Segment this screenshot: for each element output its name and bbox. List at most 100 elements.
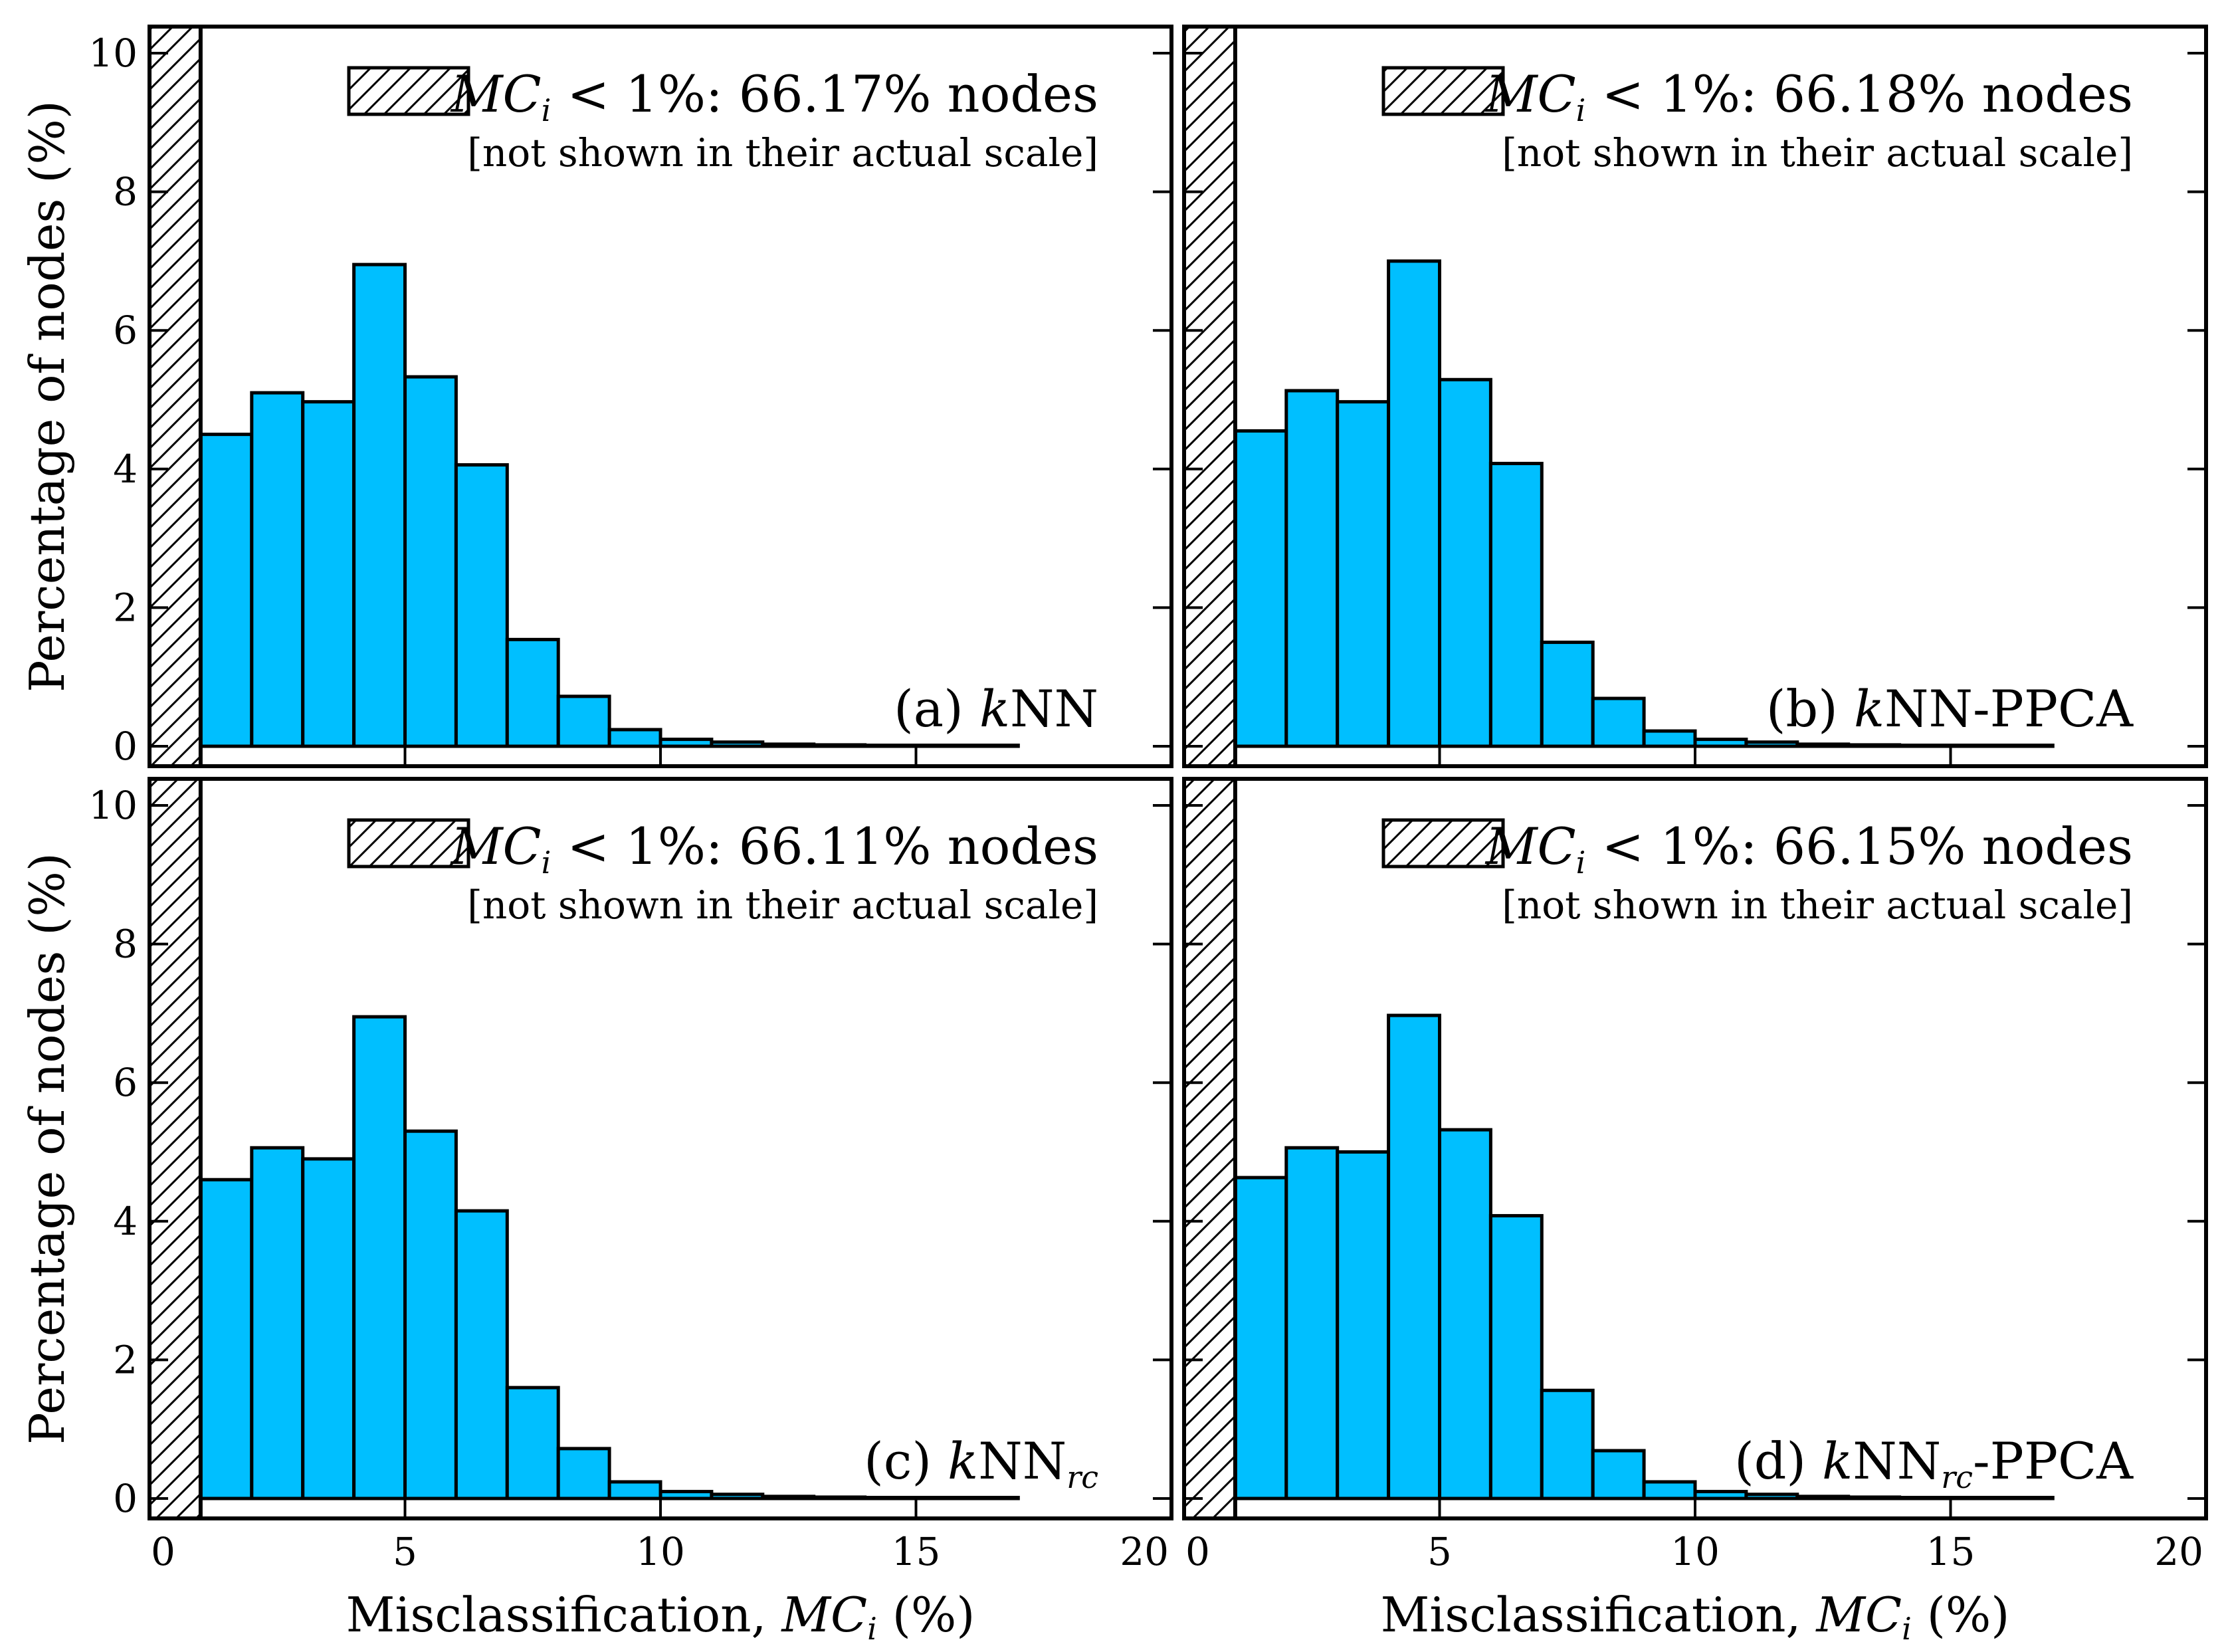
y-tick-label: 0 xyxy=(113,1476,138,1521)
bar xyxy=(1387,259,1442,748)
bar xyxy=(812,743,867,748)
legend-mc-sub: i xyxy=(542,92,552,128)
bar xyxy=(505,1386,560,1500)
y-tick-label: 8 xyxy=(113,922,138,967)
legend-mc: MC xyxy=(1484,817,1576,876)
legend-threshold: < 1%: xyxy=(551,817,738,876)
y-tick-label: 10 xyxy=(88,31,138,76)
panel-label-k: k xyxy=(979,679,1010,738)
panel-label-k: k xyxy=(1854,679,1884,738)
panel-label-prefix: (c) xyxy=(864,1431,948,1491)
bar xyxy=(556,694,611,748)
y-tick-label: 4 xyxy=(113,447,138,492)
legend-value: 66.17% nodes xyxy=(739,64,1098,124)
legend-threshold: < 1%: xyxy=(1585,64,1773,124)
bar xyxy=(1540,1388,1595,1500)
panel-label-main: NN xyxy=(1884,679,1973,738)
legend-swatch xyxy=(347,66,470,116)
panel-label: (c) kNNrc xyxy=(864,1431,1098,1495)
bar xyxy=(301,1157,356,1500)
legend-note: [not shown in their actual scale] xyxy=(1502,130,2133,175)
y-tick-label: 10 xyxy=(88,783,138,828)
legend-mc: MC xyxy=(1484,64,1576,124)
x-axis-title-mc: MC xyxy=(1815,1587,1902,1643)
panel-label-main: NN xyxy=(978,1431,1066,1491)
bar xyxy=(812,1495,867,1500)
bar xyxy=(250,1146,305,1500)
y-tick-label: 2 xyxy=(113,1337,138,1382)
bar xyxy=(352,262,407,748)
panel-label-sub: rc xyxy=(1066,1459,1098,1495)
legend-note: [not shown in their actual scale] xyxy=(1502,882,2133,928)
y-tick-label: 0 xyxy=(113,724,138,769)
bar xyxy=(914,1496,969,1500)
bar xyxy=(199,1178,254,1500)
bar xyxy=(1233,429,1288,748)
bar xyxy=(1999,1496,2055,1500)
legend-swatch xyxy=(347,818,470,869)
bar xyxy=(454,463,509,748)
bar xyxy=(1744,1493,1799,1500)
bar xyxy=(403,375,458,748)
bar xyxy=(1898,744,1953,748)
bar xyxy=(658,1490,714,1500)
bar xyxy=(710,740,765,748)
bar xyxy=(1438,1128,1492,1500)
bar xyxy=(1540,641,1595,748)
legend-label: MCi < 1%: 66.15% nodes xyxy=(1484,817,2133,880)
bar xyxy=(1847,743,1902,748)
panel-label-k: k xyxy=(1822,1431,1853,1491)
panel-label-suffix: -PPCA xyxy=(1973,679,2134,738)
bar xyxy=(1387,1013,1442,1500)
x-axis-title: Misclassification, MCi (%) xyxy=(1381,1587,2010,1647)
hatched-bar xyxy=(1182,25,1237,768)
x-axis-title-sub: i xyxy=(1902,1611,1912,1647)
legend-mc: MC xyxy=(450,817,542,876)
x-tick-label: 15 xyxy=(892,1529,941,1574)
bar xyxy=(1795,1495,1851,1500)
legend-label: MCi < 1%: 66.18% nodes xyxy=(1484,64,2133,128)
x-axis-title: Misclassification, MCi (%) xyxy=(346,1587,975,1647)
bar xyxy=(1438,377,1492,748)
bar xyxy=(965,1496,1020,1500)
bar xyxy=(1284,1146,1340,1500)
legend-mc-sub: i xyxy=(1576,92,1586,128)
bar xyxy=(965,744,1020,748)
bar xyxy=(403,1129,458,1500)
legend-threshold: < 1%: xyxy=(1585,817,1773,876)
bar xyxy=(1233,1176,1288,1500)
x-axis-title-prefix: Misclassification, xyxy=(1381,1587,1817,1643)
x-tick-label: 15 xyxy=(1926,1529,1975,1574)
hatched-bar xyxy=(148,25,203,768)
legend-threshold: < 1%: xyxy=(551,64,738,124)
legend-note: [not shown in their actual scale] xyxy=(467,882,1098,928)
hatched-bar xyxy=(1182,777,1237,1520)
bar xyxy=(1642,1480,1697,1500)
bar xyxy=(1488,1213,1544,1500)
legend-value: 66.18% nodes xyxy=(1773,64,2133,124)
legend-value: 66.15% nodes xyxy=(1773,817,2133,876)
x-tick-label: 10 xyxy=(1670,1529,1720,1574)
panel-label-main: NN xyxy=(1853,1431,1941,1491)
panel-b: MCi < 1%: 66.18% nodes[not shown in thei… xyxy=(1182,25,2208,768)
legend-label: MCi < 1%: 66.11% nodes xyxy=(450,817,1098,880)
legend-label: MCi < 1%: 66.17% nodes xyxy=(450,64,1098,128)
bar xyxy=(658,738,714,748)
x-tick-label: 5 xyxy=(393,1529,417,1574)
bar xyxy=(1488,461,1544,748)
x-tick-label: 10 xyxy=(636,1529,685,1574)
bar xyxy=(1336,1150,1391,1500)
bar xyxy=(1949,744,2003,748)
panel-label: (d) kNNrc-PPCA xyxy=(1734,1431,2134,1495)
bar xyxy=(1336,400,1391,748)
y-tick-label: 4 xyxy=(113,1199,138,1244)
x-tick-label: 0 xyxy=(1185,1529,1210,1574)
legend-note: [not shown in their actual scale] xyxy=(467,130,1098,175)
y-tick-label: 6 xyxy=(113,308,138,353)
panel-label-prefix: (a) xyxy=(894,679,979,738)
bar xyxy=(1744,740,1799,748)
bar xyxy=(1898,1496,1953,1500)
bar xyxy=(914,744,969,748)
